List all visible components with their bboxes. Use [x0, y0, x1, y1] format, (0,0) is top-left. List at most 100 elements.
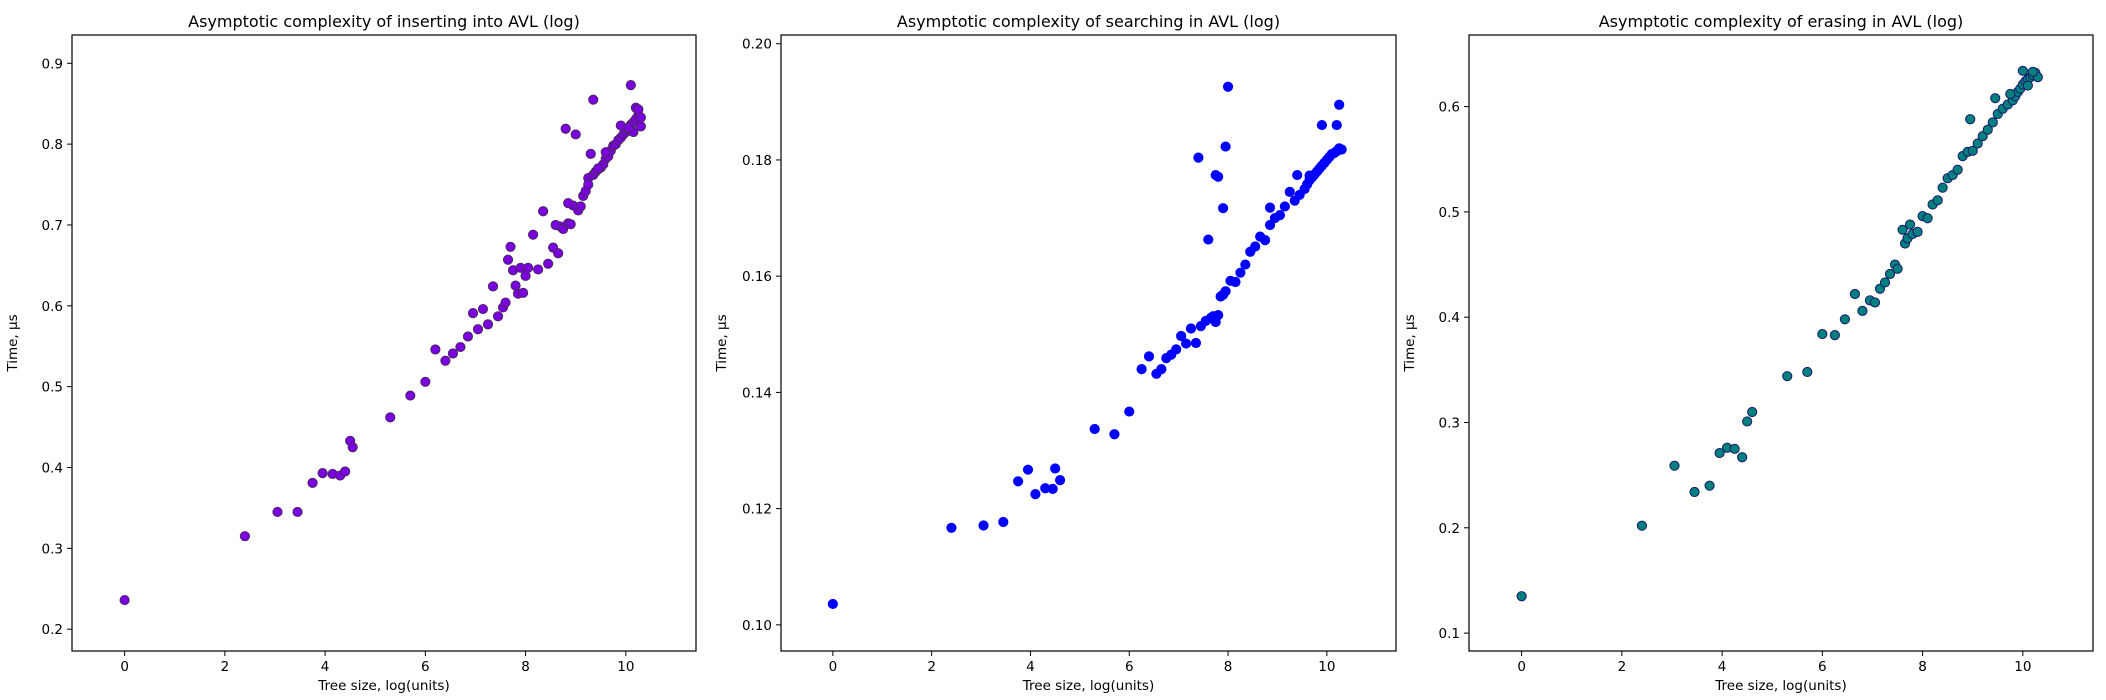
insert-data-point	[347, 442, 358, 453]
insert-data-point	[502, 254, 514, 265]
insert-data-point	[623, 122, 634, 134]
erase-data-point	[1669, 460, 1680, 471]
search-data-point	[1185, 323, 1197, 334]
insert-data-point	[633, 104, 644, 115]
insert-data-point	[119, 594, 130, 606]
insert-y-tick-label: 0.2	[42, 622, 63, 638]
insert-data-point	[533, 264, 544, 275]
erase-data-point	[1817, 328, 1828, 340]
search-data-point	[1304, 170, 1315, 181]
insert-data-point	[455, 341, 466, 353]
search-y-tick-label: 0.14	[742, 385, 772, 401]
erase-y-axis-label: Time, μs	[1402, 314, 1418, 372]
erase-data-point	[1912, 226, 1923, 238]
erase-data-point	[1892, 263, 1903, 274]
erase-x-axis-label: Tree size, log(units)	[1714, 678, 1846, 694]
search-data-point	[1136, 364, 1147, 375]
insert-data-point	[500, 297, 511, 308]
erase-x-tick-label: 8	[1918, 659, 1927, 675]
search-data-point	[1022, 464, 1034, 475]
insert-data-point	[538, 206, 549, 217]
search-data-point	[1235, 267, 1246, 278]
insert-data-point	[462, 331, 474, 342]
insert-x-tick-label: 2	[221, 659, 230, 675]
insert-data-point	[593, 163, 604, 174]
insert-y-tick-label: 0.6	[42, 299, 63, 315]
erase-plot-frame	[1468, 34, 2094, 652]
insert-data-point	[563, 198, 574, 209]
insert-data-point	[635, 121, 646, 132]
insert-x-axis-label: Tree size, log(units)	[317, 678, 449, 694]
erase-chart-title: Asymptotic complexity of erasing in AVL …	[1599, 12, 1964, 31]
insert-data-point	[517, 287, 529, 298]
erase-data-point	[1869, 297, 1881, 308]
search-data-point	[1156, 364, 1167, 375]
erase-y-tick-label: 0.1	[1439, 626, 1460, 642]
search-data-point	[1222, 81, 1234, 92]
erase-data-point	[1937, 182, 1948, 193]
erase-y-tick-label: 0.6	[1439, 100, 1460, 116]
insert-data-point	[492, 311, 504, 322]
search-data-point	[1336, 144, 1347, 155]
insert-data-point	[543, 258, 554, 269]
search-data-point	[1203, 234, 1214, 245]
search-data-point	[1220, 286, 1231, 297]
search-y-tick-label: 0.18	[742, 153, 772, 169]
search-data-point	[1054, 475, 1066, 486]
erase-data-point	[1729, 443, 1740, 454]
insert-data-point	[528, 229, 539, 240]
insert-data-point	[565, 219, 576, 230]
search-x-tick-label: 8	[1224, 659, 1233, 675]
insert-data-point	[477, 303, 489, 315]
erase-data-point	[1802, 366, 1813, 378]
search-data-point	[1171, 344, 1182, 355]
erase-data-point	[1714, 447, 1725, 459]
erase-x-tick-label: 4	[1718, 659, 1727, 675]
search-y-tick-label: 0.16	[742, 269, 772, 285]
insert-data-point	[307, 477, 318, 488]
erase-data-point	[1782, 371, 1793, 382]
search-data-point	[1193, 152, 1204, 163]
search-data-point	[1292, 169, 1303, 181]
insert-data-point	[430, 344, 441, 355]
insert-data-point	[625, 80, 636, 91]
search-data-point	[1050, 463, 1061, 474]
search-x-tick-label: 0	[829, 659, 838, 675]
search-x-tick-label: 2	[927, 659, 936, 675]
insert-data-point	[420, 376, 431, 387]
search-data-point	[1230, 276, 1241, 288]
insert-data-point	[585, 148, 596, 159]
search-data-point	[1264, 219, 1276, 231]
search-data-point	[1213, 171, 1224, 182]
insert-data-point	[560, 123, 571, 134]
insert-data-point	[239, 531, 251, 542]
insert-x-tick-label: 0	[120, 659, 129, 675]
search-chart-title: Asymptotic complexity of searching in AV…	[897, 12, 1280, 31]
insert-data-point	[340, 466, 351, 477]
erase-data-point	[1516, 591, 1527, 602]
insert-x-tick-label: 10	[617, 659, 634, 675]
erase-data-point	[1982, 124, 1993, 135]
erase-data-point	[1742, 416, 1753, 427]
erase-data-point	[2022, 80, 2033, 91]
search-data-point	[1176, 330, 1187, 342]
erase-data-point	[1990, 93, 2001, 104]
search-data-point	[1213, 310, 1224, 321]
search-data-point	[946, 522, 957, 533]
search-y-tick-label: 0.12	[742, 502, 772, 518]
search-data-point	[1284, 186, 1295, 198]
search-data-point	[1190, 337, 1202, 349]
erase-x-tick-label: 6	[1818, 659, 1827, 675]
insert-y-tick-label: 0.3	[42, 541, 63, 557]
insert-data-point	[440, 355, 451, 366]
erase-x-tick-label: 10	[2014, 659, 2031, 675]
erase-data-point	[1636, 520, 1648, 531]
search-data-point	[1316, 119, 1328, 131]
insert-y-tick-label: 0.4	[42, 460, 63, 476]
insert-x-tick-label: 6	[421, 659, 430, 675]
search-y-axis-label: Time, μs	[714, 314, 730, 372]
search-data-point	[1259, 235, 1271, 246]
insert-data-point	[317, 468, 328, 479]
insert-data-point	[487, 281, 499, 292]
